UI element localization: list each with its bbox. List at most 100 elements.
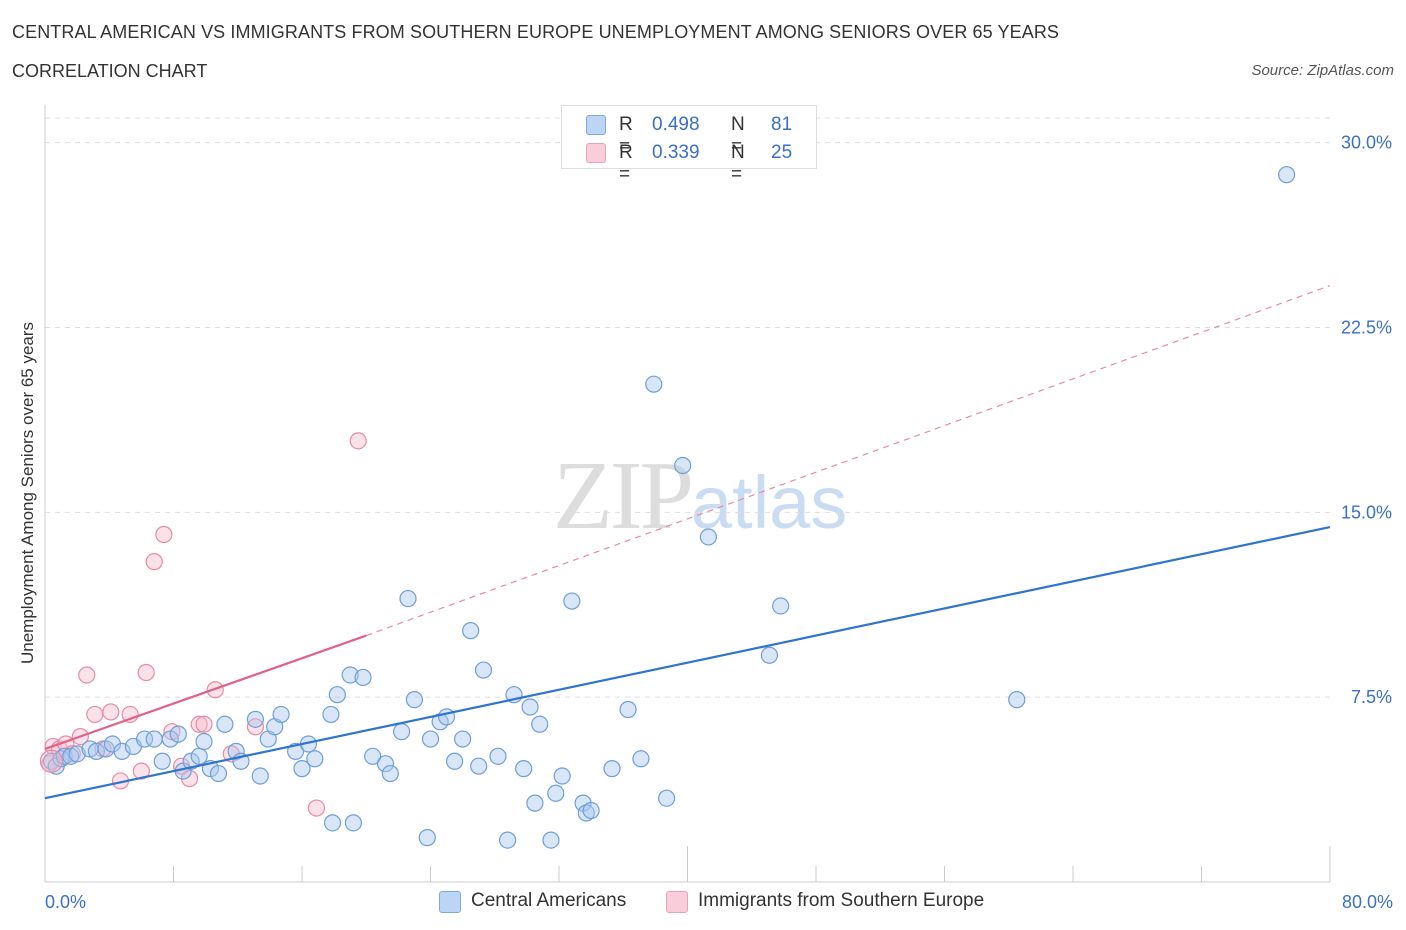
data-point-central-americans — [699, 528, 717, 546]
data-point-southern-europe — [137, 663, 155, 682]
data-point-southern-europe — [246, 718, 265, 736]
x-tick-label: 0.0% — [45, 892, 86, 912]
bottom-legend-swatch-blue — [439, 891, 461, 913]
data-point-central-americans — [489, 747, 507, 765]
data-point-central-americans — [322, 705, 340, 724]
data-point-central-americans — [582, 801, 600, 820]
data-point-southern-europe — [78, 666, 96, 684]
data-point-central-americans — [392, 723, 411, 741]
data-point-southern-europe — [145, 553, 163, 571]
data-point-cluster — [39, 749, 64, 773]
watermark-atlas: atlas — [691, 461, 848, 544]
bottom-legend-label: Central Americans — [471, 890, 627, 911]
y-tick-label: 30.0% — [1341, 133, 1392, 153]
data-point-central-americans — [306, 750, 324, 768]
data-point-central-americans — [328, 686, 346, 704]
bottom-legend-label: Immigrants from Southern Europe — [698, 890, 985, 911]
legend-r-label: R = — [619, 114, 633, 157]
data-point-southern-europe — [132, 762, 150, 780]
bottom-legend-swatch-pink — [666, 891, 688, 913]
data-point-central-americans — [553, 767, 571, 785]
watermark-logo: ZIPatlas — [553, 440, 847, 552]
data-point-central-americans — [542, 831, 560, 849]
y-tick-label: 15.0% — [1341, 502, 1392, 522]
trend-line-southern-europe — [44, 634, 367, 750]
data-point-central-americans — [381, 764, 399, 783]
trend-line-extension-southern-europe — [366, 285, 1331, 637]
legend-swatch-pink — [586, 143, 606, 163]
data-point-central-americans — [246, 710, 265, 728]
data-point-central-americans — [190, 747, 208, 765]
data-point-central-americans — [674, 456, 692, 475]
legend-n-label: N = — [731, 114, 745, 157]
data-point-central-americans — [55, 747, 73, 765]
data-point-central-americans — [418, 829, 436, 847]
x-tick-label: 80.0% — [1342, 892, 1393, 912]
data-point-central-americans — [293, 760, 311, 778]
data-point-central-americans — [286, 742, 305, 760]
data-point-central-americans — [563, 592, 581, 610]
data-point-central-americans — [531, 715, 549, 733]
data-point-central-americans — [113, 742, 131, 760]
legend-n-label: N = — [731, 142, 745, 185]
data-point-central-americans — [603, 760, 621, 778]
data-point-central-americans — [454, 730, 472, 748]
correlation-legend: R = 0.498 N = 81 R = 0.339 N = 25 — [561, 105, 817, 185]
data-point-central-americans — [1278, 166, 1296, 184]
watermark-zip: ZIP — [553, 442, 694, 550]
data-point-central-americans — [632, 750, 650, 768]
data-point-central-americans — [145, 730, 163, 748]
source-credit: Source: ZipAtlas.com — [1251, 62, 1394, 79]
data-point-central-americans — [515, 760, 533, 778]
data-point-central-americans — [445, 752, 464, 770]
data-point-central-americans — [68, 745, 86, 763]
y-tick-label: 7.5% — [1351, 687, 1392, 707]
data-point-central-americans — [169, 725, 187, 743]
data-point-central-americans — [577, 804, 595, 822]
chart-subtitle: CORRELATION CHART — [12, 61, 208, 81]
data-point-southern-europe — [349, 432, 367, 450]
data-point-central-americans — [354, 668, 372, 687]
data-point-central-americans — [547, 784, 565, 802]
trend-line-central-americans — [44, 526, 1331, 800]
data-point-central-americans — [772, 597, 790, 615]
data-point-central-americans — [474, 661, 493, 679]
data-point-central-americans — [526, 794, 544, 812]
data-point-central-americans — [135, 730, 154, 748]
data-point-southern-europe — [86, 705, 104, 724]
data-point-central-americans — [405, 691, 424, 709]
data-point-southern-europe — [190, 715, 208, 733]
data-point-central-americans — [658, 789, 676, 807]
data-point-central-americans — [341, 666, 359, 684]
data-point-central-americans — [619, 700, 637, 719]
data-point-central-americans — [344, 814, 362, 832]
data-point-southern-europe — [102, 703, 120, 721]
legend-swatch-blue — [586, 115, 606, 135]
data-point-central-americans — [153, 752, 171, 770]
data-point-central-americans — [521, 698, 539, 716]
data-point-central-americans — [323, 814, 342, 832]
legend-r-value: 0.498 — [652, 114, 700, 135]
legend-r-value: 0.339 — [652, 142, 700, 163]
data-point-central-americans — [1008, 691, 1026, 709]
data-point-central-americans — [272, 705, 290, 724]
data-point-central-americans — [399, 589, 417, 608]
data-point-central-americans — [376, 755, 395, 773]
data-point-southern-europe — [155, 525, 173, 544]
data-point-central-americans — [251, 767, 269, 785]
data-point-southern-europe — [195, 715, 213, 733]
legend-n-value: 81 — [771, 114, 793, 135]
data-point-central-americans — [364, 747, 382, 765]
data-point-central-americans — [760, 646, 779, 664]
data-point-central-americans — [216, 715, 234, 733]
data-point-central-americans — [462, 622, 480, 640]
y-axis-label: Unemployment Among Seniors over 65 years — [18, 321, 37, 665]
data-point-southern-europe — [307, 799, 326, 817]
data-point-central-americans — [470, 757, 488, 775]
data-point-central-americans — [195, 732, 213, 751]
y-tick-label: 22.5% — [1341, 317, 1392, 337]
legend-r-label: R = — [619, 142, 633, 185]
legend-n-value: 25 — [771, 142, 793, 163]
chart-title: CENTRAL AMERICAN VS IMMIGRANTS FROM SOUT… — [12, 22, 1060, 42]
